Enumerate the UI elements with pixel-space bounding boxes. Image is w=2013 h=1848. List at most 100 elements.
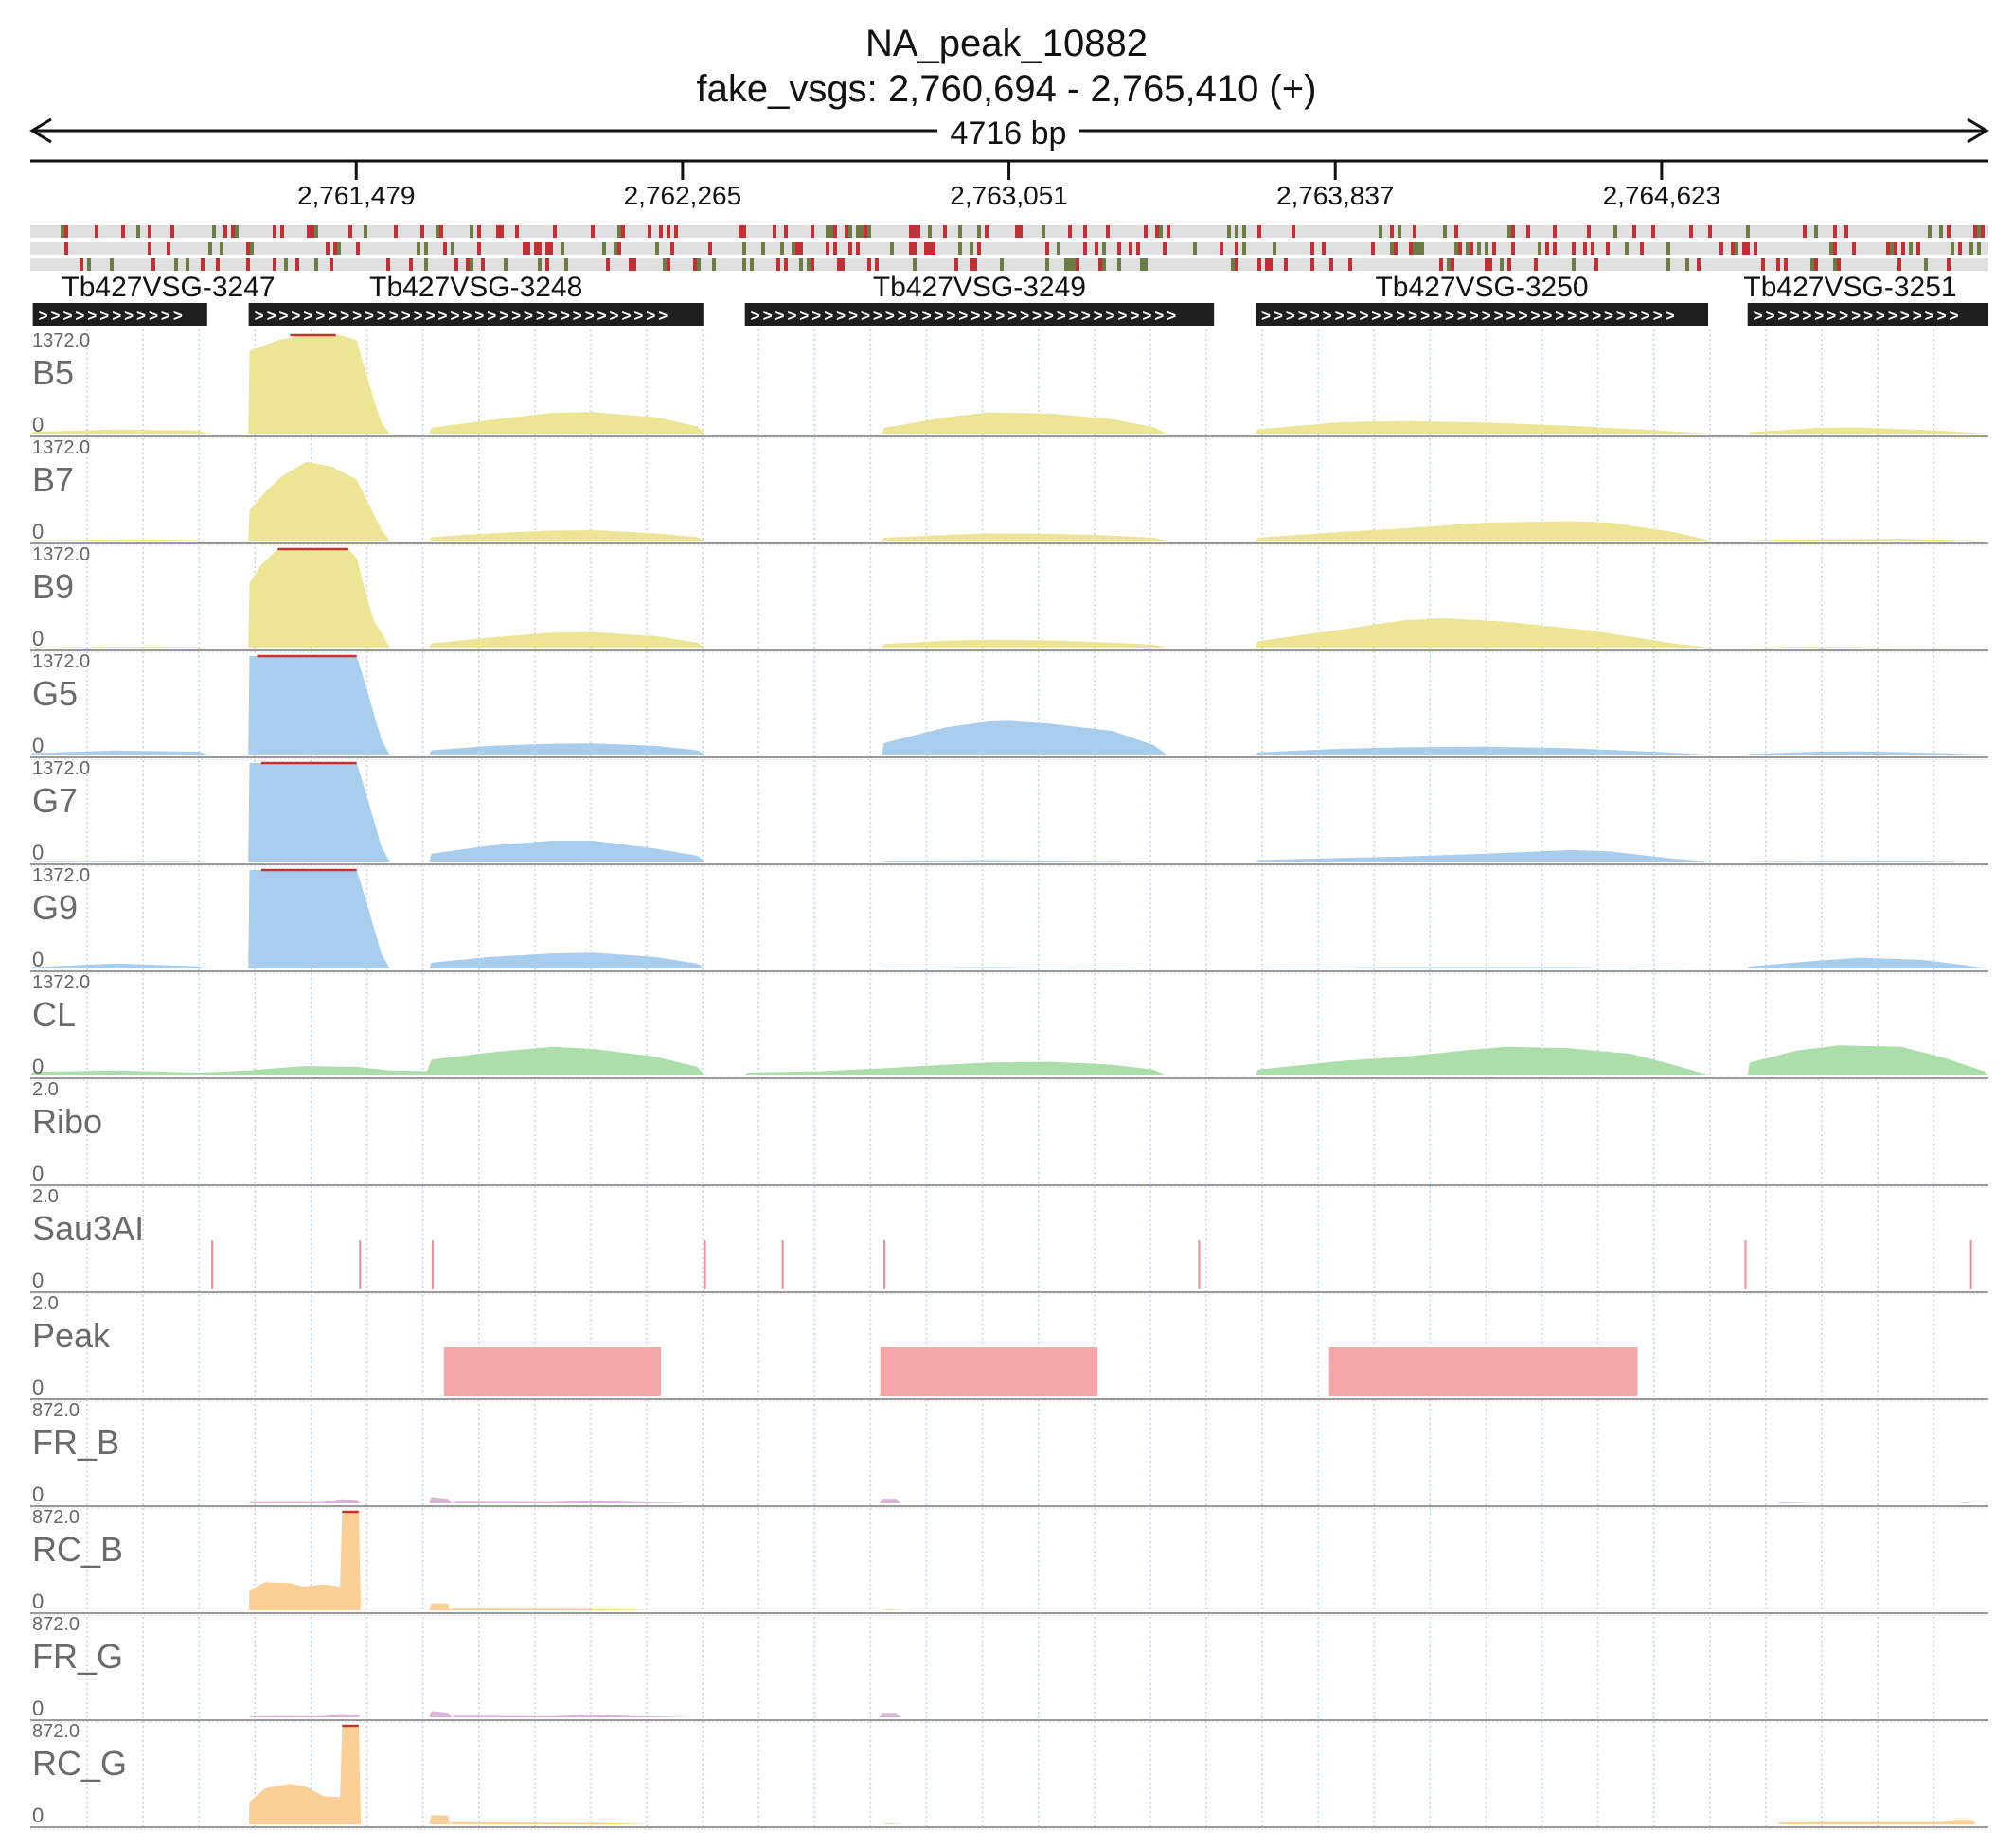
track-max-label: 2.0 <box>32 1079 59 1100</box>
sequence-mark <box>1231 258 1235 271</box>
gene-body <box>248 303 704 326</box>
sequence-mark <box>856 242 860 255</box>
peak-interval <box>1328 1347 1638 1396</box>
track-name: Sau3AI <box>32 1209 144 1248</box>
sequence-mark <box>1689 225 1693 238</box>
sequence-mark <box>848 225 852 238</box>
sequence-mark <box>970 258 973 271</box>
coverage-area <box>30 1045 1988 1075</box>
sequence-mark <box>1235 242 1238 255</box>
sequence-mark <box>110 258 114 271</box>
coverage-area <box>30 763 1988 862</box>
sequence-mark <box>545 258 549 271</box>
sequence-mark <box>208 242 212 255</box>
sequence-mark <box>845 225 848 238</box>
sequence-mark <box>1538 242 1541 255</box>
sequence-mark <box>216 258 220 271</box>
sequence-mark <box>917 225 920 238</box>
sequence-mark <box>1416 242 1420 255</box>
sequence-mark <box>629 258 632 271</box>
ruler-tick-label: 2,763,837 <box>1276 181 1395 210</box>
sequence-mark <box>496 225 500 238</box>
sequence-mark <box>1939 225 1943 238</box>
sequence-mark <box>1439 258 1443 271</box>
sequence-mark <box>621 225 625 238</box>
track-min-label: 0 <box>32 520 44 543</box>
sequence-mark <box>1220 242 1223 255</box>
sequence-mark <box>667 225 670 238</box>
gene-label: Tb427VSG-3250 <box>1375 272 1588 303</box>
sequence-mark <box>1553 225 1557 238</box>
gene-body <box>1747 303 1988 326</box>
track-name: G7 <box>32 781 78 820</box>
sequence-mark <box>739 225 742 238</box>
sequence-mark <box>1958 242 1962 255</box>
sequence-mark <box>837 258 841 271</box>
track-min-label: 0 <box>32 1483 44 1506</box>
track-min-label: 0 <box>32 1697 44 1720</box>
sequence-mark <box>1719 242 1723 255</box>
sequence-mark <box>1901 242 1905 255</box>
track-max-label: 1372.0 <box>32 972 90 993</box>
sequence-mark <box>1242 242 1246 255</box>
sequence-mark <box>1507 225 1511 238</box>
sequence-mark <box>1292 225 1295 238</box>
sequence-mark <box>1458 242 1462 255</box>
sequence-mark <box>977 225 981 238</box>
sequence-mark <box>1451 258 1454 271</box>
sequence-mark <box>693 258 697 271</box>
sequence-mark <box>841 258 845 271</box>
sequence-mark <box>1159 225 1163 238</box>
sequence-mark <box>356 242 360 255</box>
sequence-mark <box>136 225 140 238</box>
sequence-mark <box>1754 242 1757 255</box>
sequence-mark <box>1837 258 1841 271</box>
track-min-label: 0 <box>32 1590 44 1613</box>
track-max-label: 872.0 <box>32 1721 80 1742</box>
sequence-mark <box>1413 225 1416 238</box>
sequence-mark <box>1144 225 1148 238</box>
sequence-mark <box>977 242 981 255</box>
sequence-mark <box>1466 242 1470 255</box>
sequence-mark <box>674 225 678 238</box>
track-max-label: 2.0 <box>32 1293 59 1314</box>
sequence-mark <box>394 225 398 238</box>
sequence-mark <box>1742 242 1746 255</box>
sequence-mark <box>333 242 337 255</box>
sequence-mark <box>1329 258 1333 271</box>
sequence-mark <box>504 258 508 271</box>
sequence-mark <box>1227 225 1231 238</box>
track-min-label: 0 <box>32 734 44 757</box>
sequence-mark <box>742 258 746 271</box>
coverage-area <box>30 870 1988 968</box>
sequence-mark <box>1746 225 1750 238</box>
sequence-mark <box>1572 258 1576 271</box>
sequence-mark <box>1897 258 1901 271</box>
sequence-mark <box>776 258 780 271</box>
sequence-mark <box>928 242 932 255</box>
sequence-mark <box>632 258 636 271</box>
sequence-mark <box>1269 258 1273 271</box>
sequence-mark <box>337 242 341 255</box>
sequence-mark <box>909 225 913 238</box>
sequence-mark <box>545 242 549 255</box>
sequence-mark <box>1390 225 1394 238</box>
sequence-mark <box>970 242 973 255</box>
sequence-mark <box>811 225 814 238</box>
sequence-mark <box>220 242 223 255</box>
sequence-mark <box>1507 258 1511 271</box>
sequence-mark <box>364 225 367 238</box>
sequence-mark <box>1587 225 1591 238</box>
sequence-mark <box>1928 225 1932 238</box>
sequence-mark <box>1394 242 1398 255</box>
sequence-mark <box>1697 258 1701 271</box>
sequence-mark <box>148 225 151 238</box>
track-name: B9 <box>32 567 74 606</box>
sequence-mark <box>1273 242 1276 255</box>
sequence-mark <box>867 258 871 271</box>
sequence-mark <box>1977 242 1981 255</box>
sequence-mark <box>561 242 564 255</box>
sequence-mark <box>1470 242 1473 255</box>
sequence-mark <box>466 258 470 271</box>
sequence-mark <box>1454 242 1458 255</box>
